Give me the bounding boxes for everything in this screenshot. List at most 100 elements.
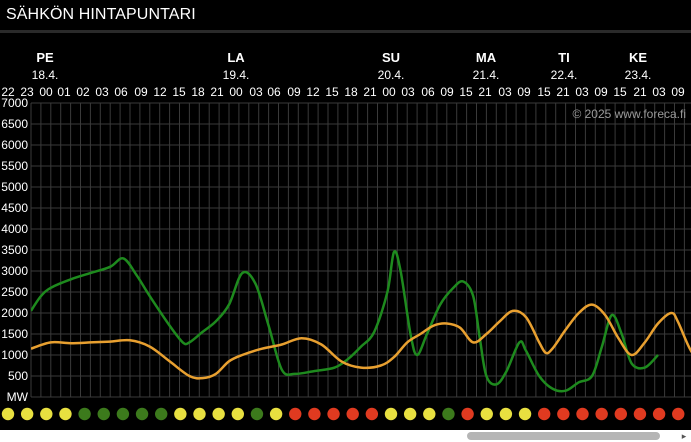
hour-labels: 22 23 00 01 02 03 06 09 12 15 18 21 00 03 06 09 12 15 18 21… bbox=[1, 85, 685, 99]
price-dot-green bbox=[251, 408, 263, 420]
hour-label: 15 bbox=[613, 85, 627, 99]
price-dot-yellow bbox=[519, 408, 531, 420]
hour-label: 15 bbox=[325, 85, 339, 99]
hour-label: 00 bbox=[39, 85, 53, 99]
price-dot-red bbox=[576, 408, 588, 420]
hour-label: 09 bbox=[134, 85, 148, 99]
hour-label: 06 bbox=[421, 85, 435, 99]
price-dot-red bbox=[366, 408, 378, 420]
price-dot-red bbox=[327, 408, 339, 420]
price-dot-green bbox=[442, 408, 454, 420]
scrollbar-thumb[interactable] bbox=[467, 432, 660, 440]
hour-label: 03 bbox=[498, 85, 512, 99]
price-dot-yellow bbox=[21, 408, 33, 420]
price-dot-yellow bbox=[481, 408, 493, 420]
y-tick-label: 1500 bbox=[1, 327, 28, 341]
y-tick-label: 6500 bbox=[1, 117, 28, 131]
hour-label: 01 bbox=[57, 85, 71, 99]
price-dot-red bbox=[461, 408, 473, 420]
hour-label: 03 bbox=[652, 85, 666, 99]
price-dot-yellow bbox=[193, 408, 205, 420]
hour-label: 09 bbox=[440, 85, 454, 99]
day-name: SU bbox=[382, 50, 400, 65]
series-line-green bbox=[31, 251, 658, 391]
hour-label: 21 bbox=[363, 85, 377, 99]
day-date: 20.4. bbox=[378, 68, 405, 82]
y-tick-label: 500 bbox=[8, 369, 28, 383]
day-name: PE bbox=[36, 50, 54, 65]
y-tick-label: 4000 bbox=[1, 222, 28, 236]
hour-label: 12 bbox=[306, 85, 320, 99]
day-date: 23.4. bbox=[625, 68, 652, 82]
price-dot-red bbox=[289, 408, 301, 420]
y-tick-label: 5500 bbox=[1, 159, 28, 173]
hour-label: 03 bbox=[401, 85, 415, 99]
price-dot-yellow bbox=[270, 408, 282, 420]
price-dot-green bbox=[78, 408, 90, 420]
hour-label: 06 bbox=[267, 85, 281, 99]
hour-label: 21 bbox=[633, 85, 647, 99]
price-chart: PE 18.4. LA 19.4. SU 20.4. MA 21.4. TI 22.4. KE 23.… bbox=[0, 0, 691, 430]
hour-label: 09 bbox=[594, 85, 608, 99]
hour-label: 06 bbox=[114, 85, 128, 99]
price-dot-green bbox=[117, 408, 129, 420]
price-indicator-dots bbox=[2, 408, 685, 420]
price-dot-red bbox=[615, 408, 627, 420]
y-tick-label: 1000 bbox=[1, 348, 28, 362]
y-tick-label: 2500 bbox=[1, 285, 28, 299]
price-dot-red bbox=[595, 408, 607, 420]
y-tick-label: 5000 bbox=[1, 180, 28, 194]
price-dot-yellow bbox=[40, 408, 52, 420]
hour-label: 09 bbox=[671, 85, 685, 99]
hour-label: 15 bbox=[172, 85, 186, 99]
hour-label: 03 bbox=[249, 85, 263, 99]
day-date: 19.4. bbox=[223, 68, 250, 82]
day-labels: PE18.4.LA19.4.SU20.4.MA21.4.TI22.4.KE23.… bbox=[32, 50, 652, 82]
day-name: LA bbox=[227, 50, 245, 65]
hour-label: 09 bbox=[287, 85, 301, 99]
price-dot-yellow bbox=[232, 408, 244, 420]
price-dot-yellow bbox=[59, 408, 71, 420]
price-dot-green bbox=[98, 408, 110, 420]
copyright-label: © 2025 www.foreca.fi bbox=[572, 107, 686, 121]
hour-label: 00 bbox=[382, 85, 396, 99]
price-dot-yellow bbox=[212, 408, 224, 420]
y-tick-label: 2000 bbox=[1, 306, 28, 320]
hour-label: 03 bbox=[575, 85, 589, 99]
hour-label: 18 bbox=[344, 85, 358, 99]
y-tick-label: 3000 bbox=[1, 264, 28, 278]
price-dot-red bbox=[557, 408, 569, 420]
day-date: 22.4. bbox=[551, 68, 578, 82]
day-date: 21.4. bbox=[473, 68, 500, 82]
hour-label: 21 bbox=[556, 85, 570, 99]
price-dot-yellow bbox=[404, 408, 416, 420]
hour-label: 21 bbox=[478, 85, 492, 99]
price-dot-yellow bbox=[385, 408, 397, 420]
price-dot-yellow bbox=[500, 408, 512, 420]
price-dot-red bbox=[672, 408, 684, 420]
hour-label: 21 bbox=[210, 85, 224, 99]
y-tick-label: 7000 bbox=[1, 96, 28, 110]
price-dot-yellow bbox=[174, 408, 186, 420]
price-dot-green bbox=[155, 408, 167, 420]
hour-label: 18 bbox=[191, 85, 205, 99]
price-dot-red bbox=[308, 408, 320, 420]
price-dot-red bbox=[653, 408, 665, 420]
scroll-right-arrow-icon[interactable]: ▸ bbox=[677, 432, 691, 441]
day-name: TI bbox=[558, 50, 570, 65]
day-name: MA bbox=[476, 50, 497, 65]
y-tick-label: 6000 bbox=[1, 138, 28, 152]
hour-label: 09 bbox=[517, 85, 531, 99]
price-dot-red bbox=[634, 408, 646, 420]
y-tick-label: 4500 bbox=[1, 201, 28, 215]
day-name: KE bbox=[629, 50, 647, 65]
price-dot-yellow bbox=[423, 408, 435, 420]
price-dot-red bbox=[538, 408, 550, 420]
hour-label: 12 bbox=[153, 85, 167, 99]
hour-label: 03 bbox=[95, 85, 109, 99]
price-dot-red bbox=[347, 408, 359, 420]
price-dot-yellow bbox=[2, 408, 14, 420]
price-dot-green bbox=[136, 408, 148, 420]
chart-grid bbox=[31, 103, 691, 397]
y-tick-label: MW bbox=[7, 390, 29, 404]
